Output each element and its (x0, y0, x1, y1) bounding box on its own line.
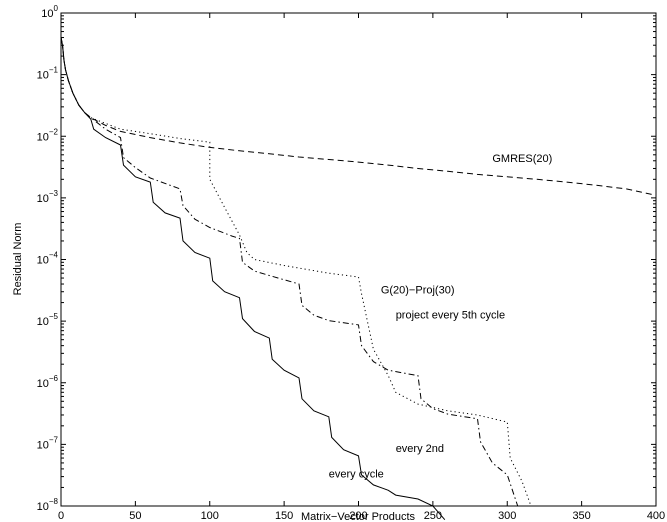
annotation-label: G(20)−Proj(30) (381, 285, 455, 297)
annotation-label: every cycle (329, 469, 384, 481)
y-tick-label: 10−3 (37, 189, 59, 205)
x-axis-title: Matrix−Vector Products (301, 511, 416, 522)
series-lines (60, 37, 657, 521)
y-tick-label: 10−6 (37, 374, 59, 390)
y-tick-label: 10−8 (37, 497, 59, 513)
y-tick-label: 10−5 (37, 312, 59, 328)
plot-area (60, 12, 657, 507)
x-tick-label: 200 (349, 510, 367, 522)
annotation-label: project every 5th cycle (396, 310, 505, 322)
series-line-solid (60, 37, 446, 521)
annotation-label: GMRES(20) (492, 153, 552, 165)
y-tick-label: 10−2 (37, 127, 59, 143)
y-axis-title: Residual Norm (12, 223, 24, 296)
x-tick-label: 0 (58, 510, 64, 522)
x-tick-label: 300 (498, 510, 516, 522)
y-tick-label: 10−7 (37, 435, 59, 451)
x-tick-label: 100 (201, 510, 219, 522)
series-line-dashdot (60, 37, 519, 507)
annotation-label: every 2nd (396, 443, 444, 455)
y-tick-label: 10−4 (37, 251, 59, 267)
annotation-labels: GMRES(20) G(20)−Proj(30) project every 5th… (329, 153, 553, 480)
axis-ticks: 0 50 100 150 200 250 300 350 400 10−8 10−7 10−6 10−5… (37, 4, 666, 522)
x-tick-label: 250 (424, 510, 442, 522)
x-tick-label: 400 (647, 510, 665, 522)
x-tick-label: 150 (275, 510, 293, 522)
y-tick-label: 100 (41, 4, 58, 20)
x-tick-label: 350 (572, 510, 590, 522)
x-tick-label: 50 (129, 510, 141, 522)
y-tick-label: 10−1 (37, 66, 59, 82)
